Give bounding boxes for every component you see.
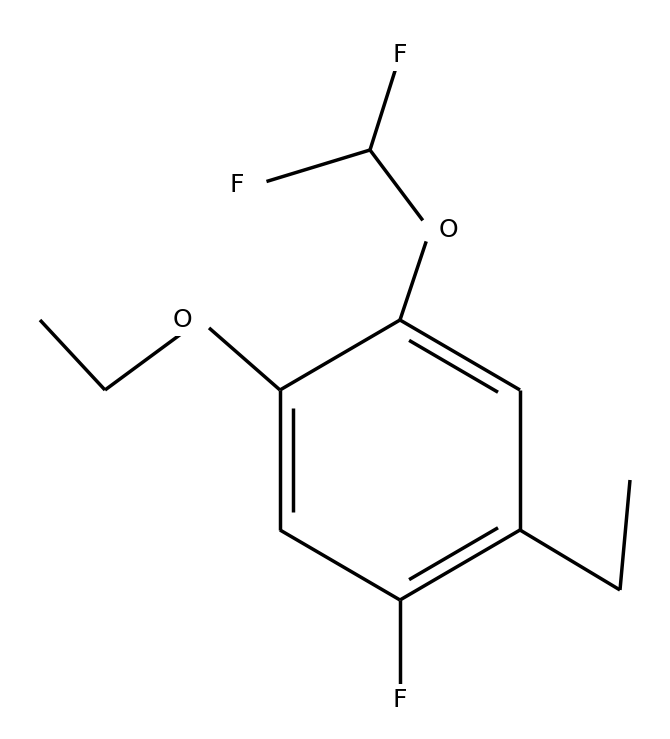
Text: O: O	[438, 218, 458, 242]
Text: F: F	[393, 43, 407, 67]
Text: F: F	[230, 173, 245, 197]
Text: F: F	[393, 688, 407, 712]
Text: O: O	[172, 308, 192, 332]
